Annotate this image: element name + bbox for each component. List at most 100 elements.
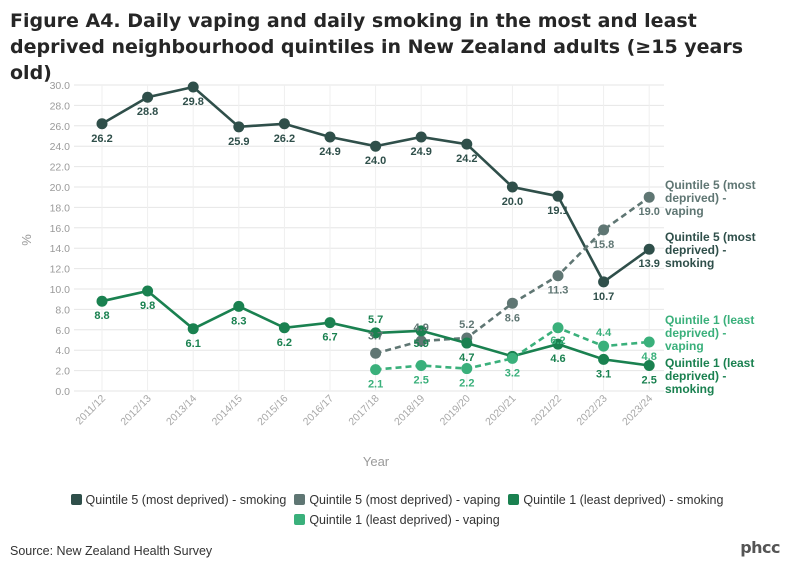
data-label-q5s: 24.9: [410, 146, 431, 158]
point-q1v: [415, 360, 427, 371]
end-label-q1v: deprived) -: [665, 326, 726, 340]
data-label-q1s: 8.8: [94, 310, 109, 322]
end-label-q1s: smoking: [665, 382, 714, 396]
x-tick-label: 2021/22: [529, 393, 564, 428]
chart-title: Figure A4. Daily vaping and daily smokin…: [10, 10, 744, 84]
data-label-q5s: 20.0: [502, 196, 523, 208]
x-tick-label: 2017/18: [346, 393, 381, 428]
data-label-q1s: 4.6: [550, 353, 565, 365]
data-label-q1v: 4.8: [642, 351, 657, 363]
y-tick-label: 28.0: [50, 100, 71, 112]
y-axis-label: %: [19, 234, 34, 246]
data-label-q1s: 6.1: [186, 338, 201, 350]
point-q5s: [415, 131, 427, 143]
point-q5s: [142, 91, 154, 103]
point-q1v: [506, 352, 518, 364]
line-chart: 0.02.04.06.08.010.012.014.016.018.020.02…: [19, 80, 756, 469]
point-q1s: [96, 295, 108, 307]
legend-item-q5s: Quintile 5 (most deprived) - smoking: [70, 490, 287, 510]
point-q5s: [96, 118, 108, 130]
data-labels: 26.2 28.8 29.8 25.9 26.2 24.9 24.0 24.9 24.2 20.0…: [91, 96, 660, 391]
x-tick-label: 2014/15: [210, 393, 245, 428]
legend-label: Quintile 1 (least deprived) - vaping: [309, 513, 500, 527]
end-label-q1s: deprived) -: [665, 369, 726, 383]
end-label-q5v: Quintile 5 (most: [665, 178, 756, 192]
data-label-q1s: 5.9: [414, 338, 429, 350]
point-q5v: [506, 297, 518, 309]
data-label-q1s: 3.1: [596, 368, 611, 380]
y-tick-label: 12.0: [50, 264, 71, 276]
legend: Quintile 5 (most deprived) - smoking Quin…: [40, 490, 754, 530]
point-q1s: [278, 322, 290, 334]
legend-item-q1v: Quintile 1 (least deprived) - vaping: [294, 510, 500, 530]
point-q5s: [461, 138, 473, 150]
point-q1v: [461, 363, 473, 375]
data-label-q1v: 2.5: [414, 375, 429, 387]
end-label-q5s: Quintile 5 (most: [665, 230, 756, 244]
x-tick-label: 2022/23: [574, 393, 609, 428]
data-label-q1s: 8.3: [231, 315, 246, 327]
point-q1s: [324, 317, 336, 329]
data-label-q5v: 15.8: [593, 239, 614, 251]
point-q5s: [370, 140, 382, 152]
end-label-q5s: deprived) -: [665, 243, 726, 257]
data-label-q1s: 4.7: [459, 352, 474, 364]
point-q5s: [598, 276, 610, 288]
y-tick-label: 16.0: [50, 223, 71, 235]
data-label-q1v: 2.1: [368, 379, 383, 391]
end-label-q5s: smoking: [665, 256, 714, 270]
data-label-q5s: 19.1: [547, 205, 568, 217]
end-label-q1s: Quintile 1 (least: [665, 356, 754, 370]
x-axis-label: Year: [363, 454, 390, 469]
data-label-q1s: 6.7: [322, 332, 337, 344]
x-tick-label: 2011/12: [73, 393, 108, 428]
x-axis-ticks: 2011/12 2012/13 2013/14 2014/15 2015/16 2016/…: [73, 393, 655, 428]
y-tick-label: 30.0: [50, 80, 71, 92]
y-tick-label: 0.0: [55, 386, 70, 398]
point-q1s: [370, 327, 382, 339]
data-label-q1v: 6.2: [550, 335, 565, 347]
legend-swatch: [294, 514, 306, 525]
y-tick-label: 10.0: [50, 284, 71, 296]
point-q5v: [370, 347, 382, 359]
y-tick-label: 2.0: [55, 366, 70, 378]
point-q5v: [643, 191, 655, 203]
point-q1v: [598, 340, 610, 352]
x-tick-label: 2016/17: [301, 393, 336, 428]
legend-item-q5v: Quintile 5 (most deprived) - vaping: [294, 490, 500, 510]
data-label-q5v: 5.2: [459, 319, 474, 331]
point-q1s: [187, 323, 199, 335]
point-q5s: [643, 243, 655, 255]
data-label-q5s: 10.7: [593, 291, 614, 303]
data-label-q1v: 3.2: [505, 367, 520, 379]
point-q5v: [552, 270, 564, 282]
y-tick-label: 6.0: [55, 325, 70, 337]
point-q5s: [552, 190, 564, 202]
y-tick-label: 22.0: [50, 162, 71, 174]
data-label-q5s: 24.2: [456, 153, 477, 165]
point-q5v: [598, 224, 610, 236]
data-label-q5s: 24.0: [365, 155, 386, 167]
legend-label: Quintile 5 (most deprived) - smoking: [85, 493, 287, 507]
y-tick-label: 20.0: [50, 182, 71, 194]
data-label-q1v: 2.2: [459, 378, 474, 390]
end-label-q1v: vaping: [665, 339, 704, 353]
point-q5s: [233, 121, 245, 133]
y-axis-ticks: 0.0 2.0 4.0 6.0 8.0 10.0 12.0 14.0 16.0 18.0 20.0 2…: [50, 80, 71, 398]
phcc-logo: phcc: [740, 538, 780, 557]
data-label-q5s: 28.8: [137, 106, 158, 118]
data-label-q1s: 6.2: [277, 337, 292, 349]
legend-swatch: [70, 494, 82, 505]
point-q5s: [324, 131, 336, 143]
point-q1v: [370, 364, 382, 376]
point-q1v: [552, 322, 564, 334]
data-label-q5s: 25.9: [228, 136, 249, 148]
point-q1s: [461, 337, 473, 349]
legend-label: Quintile 1 (least deprived) - smoking: [523, 493, 724, 507]
source-note: Source: New Zealand Health Survey: [10, 544, 213, 558]
x-tick-label: 2015/16: [255, 393, 290, 428]
y-tick-label: 4.0: [55, 345, 70, 357]
data-label-q5s: 24.9: [319, 146, 340, 158]
point-q5v: [415, 335, 427, 347]
